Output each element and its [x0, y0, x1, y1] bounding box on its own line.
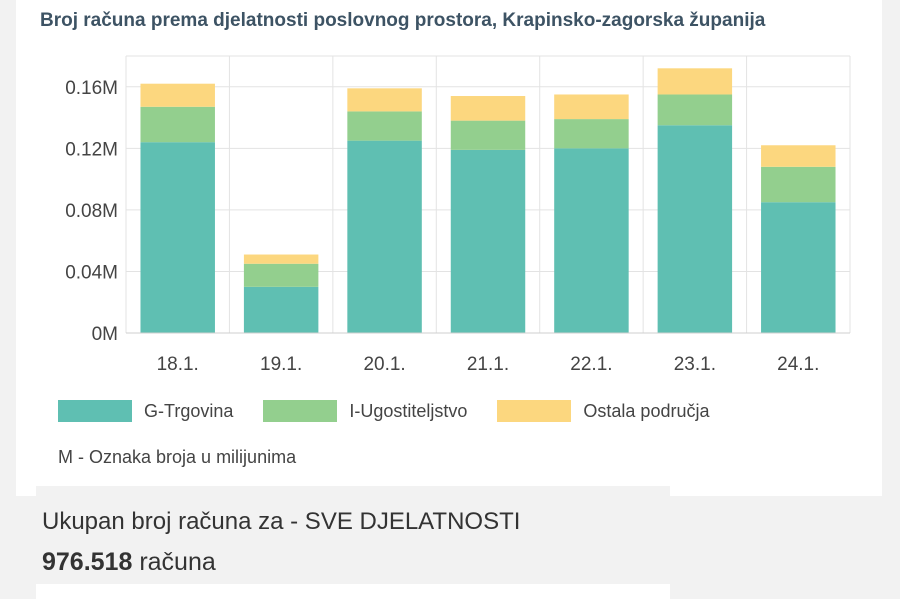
legend-swatch-ostala	[497, 400, 572, 422]
chart-title: Broj računa prema djelatnosti poslovnog …	[40, 10, 766, 31]
summary-unit: računa	[139, 548, 216, 576]
legend-label-ugostiteljstvo: I-Ugostiteljstvo	[349, 400, 468, 421]
bar-segment	[347, 140, 422, 333]
bar-segment	[243, 254, 319, 264]
legend-swatch-ugostiteljstvo	[263, 400, 338, 422]
y-tick-label: 0.08M	[65, 201, 118, 222]
bar-segment	[657, 125, 733, 333]
bar-segment	[140, 106, 215, 143]
bar-segment	[243, 263, 319, 287]
bar-segment	[347, 88, 422, 112]
chart-legend: G-Trgovina I-Ugostiteljstvo Ostala podru…	[58, 400, 739, 422]
bar-segment	[140, 83, 215, 107]
summary-box: Ukupan broj računa za - SVE DJELATNOSTI …	[36, 486, 670, 584]
legend-label-trgovina: G-Trgovina	[144, 400, 234, 421]
y-tick-label: 0.12M	[65, 139, 118, 160]
x-tick-label: 22.1.	[570, 354, 612, 375]
y-tick-label: 0M	[92, 324, 118, 345]
chart-card: Broj računa prema djelatnosti poslovnog …	[16, 0, 882, 496]
y-tick-label: 0.04M	[65, 262, 118, 283]
summary-value: 976.518	[42, 548, 133, 576]
bar-segment	[450, 120, 526, 150]
x-tick-label: 23.1.	[674, 354, 716, 375]
stacked-bar-chart: 0M 0.04M 0.08M 0.12M 0.16M 18.1. 19.1. 20.1. 21.…	[65, 55, 851, 375]
bar-segment	[761, 202, 836, 333]
x-tick-label: 24.1.	[777, 354, 819, 375]
bottom-strip	[36, 584, 670, 599]
summary-total: 976.518 računa	[42, 548, 216, 577]
bar-segment	[140, 142, 215, 333]
x-tick-label: 18.1.	[157, 354, 199, 375]
bar-segment	[450, 96, 526, 121]
x-tick-label: 19.1.	[260, 354, 302, 375]
bar-segment	[761, 145, 836, 167]
legend-label-ostala: Ostala područja	[583, 400, 710, 421]
summary-label: Ukupan broj računa za - SVE DJELATNOSTI	[42, 508, 521, 535]
bar-segment	[347, 111, 422, 141]
legend-item-ugostiteljstvo[interactable]: I-Ugostiteljstvo	[263, 400, 467, 422]
legend-item-ostala[interactable]: Ostala područja	[497, 400, 709, 422]
x-tick-label: 20.1.	[363, 354, 405, 375]
bar-segment	[554, 94, 629, 120]
bar-segment	[554, 148, 629, 333]
bar-segment	[657, 94, 733, 126]
bar-segment	[657, 68, 733, 95]
legend-item-trgovina[interactable]: G-Trgovina	[58, 400, 233, 422]
bar-segment	[243, 286, 319, 333]
bar-segment	[554, 119, 629, 149]
units-note: M - Oznaka broja u milijunima	[58, 447, 297, 467]
legend-swatch-trgovina	[58, 400, 132, 422]
x-tick-label: 21.1.	[467, 354, 509, 375]
y-tick-label: 0.16M	[65, 78, 118, 99]
bar-segment	[761, 166, 836, 203]
bar-segment	[450, 149, 526, 333]
